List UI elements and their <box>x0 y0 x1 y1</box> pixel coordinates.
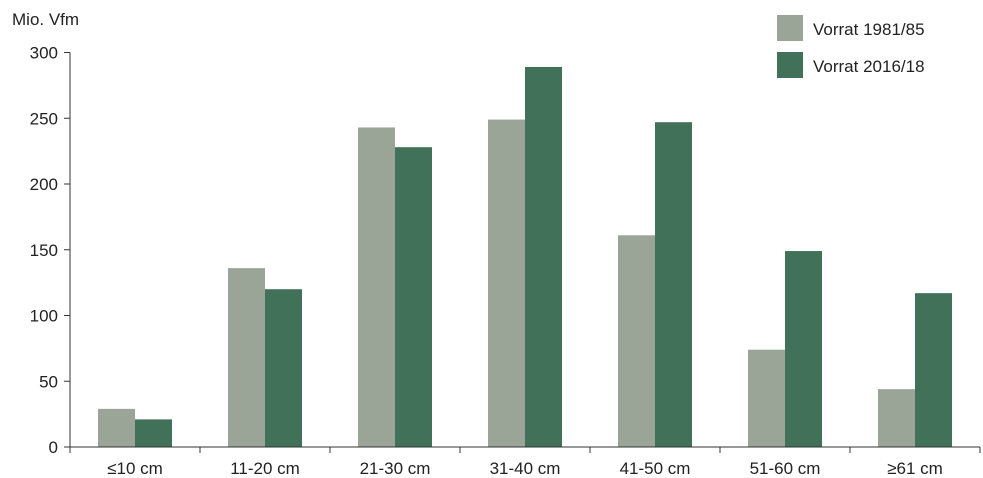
legend-label: Vorrat 1981/85 <box>813 20 925 39</box>
x-tick-label: 21-30 cm <box>360 459 431 478</box>
bar-1981-85-4 <box>618 235 655 447</box>
bar-1981-85-0 <box>98 408 135 447</box>
x-tick-label: 41-50 cm <box>620 459 691 478</box>
x-tick-label: ≥61 cm <box>887 459 943 478</box>
bar-2016-18-5 <box>785 251 822 447</box>
y-tick-label: 50 <box>39 372 58 391</box>
y-tick-label: 250 <box>30 109 58 128</box>
bar-2016-18-0 <box>135 419 172 447</box>
y-tick-label: 150 <box>30 241 58 260</box>
bar-2016-18-2 <box>395 147 432 447</box>
bar-1981-85-2 <box>358 127 395 447</box>
legend-label: Vorrat 2016/18 <box>813 57 925 76</box>
bar-1981-85-6 <box>878 389 915 447</box>
bar-2016-18-3 <box>525 66 562 447</box>
x-tick-label: ≤10 cm <box>107 459 163 478</box>
bar-1981-85-5 <box>748 349 785 447</box>
y-tick-label: 200 <box>30 175 58 194</box>
x-tick-label: 11-20 cm <box>230 459 300 478</box>
x-axis-ticks: ≤10 cm 11-20 cm 21-30 cm 31-40 cm 41-50 cm 51… <box>107 459 943 478</box>
y-axis-ticks: 0 50 100 150 200 250 300 <box>30 44 71 457</box>
x-tick-label: 31-40 cm <box>490 459 561 478</box>
bar-1981-85-3 <box>488 119 525 447</box>
legend: Vorrat 1981/85 Vorrat 2016/18 <box>777 15 925 78</box>
bar-2016-18-6 <box>915 293 952 447</box>
y-axis-title: Mio. Vfm <box>12 10 79 29</box>
legend-swatch <box>777 15 803 41</box>
bar-2016-18-4 <box>655 122 692 447</box>
x-tick-label: 51-60 cm <box>750 459 821 478</box>
y-tick-label: 300 <box>30 44 58 63</box>
y-tick-label: 100 <box>30 307 58 326</box>
bars <box>98 66 952 447</box>
legend-swatch <box>777 52 803 78</box>
x-axis <box>69 446 981 453</box>
bar-1981-85-1 <box>228 268 265 447</box>
bar-2016-18-1 <box>265 289 302 447</box>
y-tick-label: 0 <box>49 438 58 457</box>
